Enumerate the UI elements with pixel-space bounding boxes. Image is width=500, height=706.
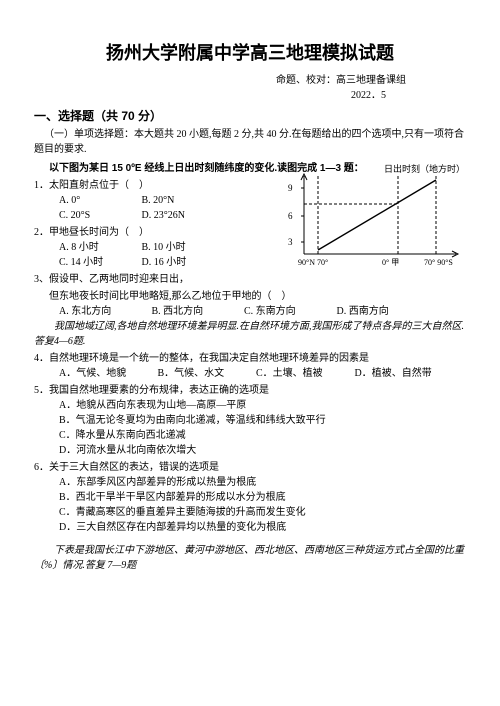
- q5-opt-b: B．气温无论冬夏均为由南向北递减，等温线和纬线大致平行: [34, 413, 466, 428]
- page-title: 扬州大学附属中学高三地理模拟试题: [34, 40, 466, 67]
- q6-opt-a: A．东部季风区内部差异的形成以热量为根底: [34, 475, 466, 490]
- q5-opt-c: C．降水量从东南向西北递减: [34, 428, 466, 443]
- q5: 5．我国自然地理要素的分布规律，表达正确的选项是: [34, 383, 466, 398]
- q3-opt-c: C. 东南方向: [244, 304, 334, 319]
- q1-opt-d: D. 23°26N: [142, 208, 185, 223]
- q3-opt-a: A. 东北方向: [59, 304, 149, 319]
- xlabel-right: 70° 90°S: [424, 258, 453, 267]
- section1-head: 一、选择题（共 70 分）: [34, 107, 466, 125]
- q3-line1: 3、假设甲、乙两地同时迎来日出，: [34, 272, 466, 287]
- group3-stem: 下表是我国长江中下游地区、黄河中游地区、西北地区、西南地区三种货运方式占全国的比…: [34, 543, 466, 573]
- group2-stem: 我国地域辽阔,各地自然地理环境差异明显.在自然环境方面,我国形成了特点各异的三大…: [34, 319, 466, 349]
- q1-opt-b: B. 20°N: [142, 193, 175, 208]
- ytick-6: 6: [288, 211, 293, 221]
- q4-opt-b: B．气候、水文: [158, 366, 254, 381]
- q2-opt-a: A. 8 小时: [59, 240, 139, 255]
- q1-opt-a: A. 0°: [59, 193, 139, 208]
- q6: 6．关于三大自然区的表达，错误的选项是: [34, 460, 466, 475]
- q2-opt-b: B. 10 小时: [142, 240, 186, 255]
- q6-opt-c: C．青藏高寒区的垂直差异主要随海拔的升高而发生变化: [34, 505, 466, 520]
- xlabel-left: 90°N 70°: [298, 258, 328, 267]
- q4: 4．自然地理环境是一个统一的整体，在我国决定自然地理环境差异的因素是: [34, 351, 466, 366]
- q4-opt-d: D．植被、自然带: [355, 366, 432, 381]
- sunrise-chart: 日出时刻（地方时） 9 6 3: [286, 162, 466, 272]
- q6-opt-d: D．三大自然区存在内部差异均以热量的变化为根底: [34, 520, 466, 535]
- chart-title: 日出时刻（地方时）: [384, 163, 465, 174]
- q4-opt-a: A．气候、地貌: [59, 366, 155, 381]
- date: 2022．5: [34, 88, 466, 103]
- q5-opt-d: D．河流水量从北向南依次增大: [34, 443, 466, 458]
- section1-instr: （一）单项选择题：本大题共 20 小题,每题 2 分,共 40 分.在每题给出的…: [34, 127, 466, 157]
- q2-opt-c: C. 14 小时: [59, 255, 139, 270]
- ytick-3: 3: [288, 237, 293, 247]
- q2-opt-d: D. 16 小时: [142, 255, 187, 270]
- q2: 2．甲地昼长时间为（ ）: [34, 225, 264, 240]
- ytick-9: 9: [288, 183, 293, 193]
- subtitle: 命题、校对：高三地理备课组: [34, 73, 466, 88]
- q3-opt-d: D. 西南方向: [337, 304, 389, 319]
- q4-opt-c: C．土壤、植被: [256, 366, 352, 381]
- q1-opt-c: C. 20°S: [59, 208, 139, 223]
- xlabel-mid: 0° 甲: [382, 258, 399, 267]
- q1: 1．太阳直射点位于（ ）: [34, 178, 264, 193]
- q3-opt-b: B. 西北方向: [152, 304, 242, 319]
- q5-opt-a: A．地貌从西向东表现为山地—高原—平原: [34, 398, 466, 413]
- q3-line2: 但东地夜长时间比甲地略短,那么乙地位于甲地的（ ）: [34, 289, 466, 304]
- q6-opt-b: B．西北干旱半干旱区内部差异的形成以水分为根底: [34, 490, 466, 505]
